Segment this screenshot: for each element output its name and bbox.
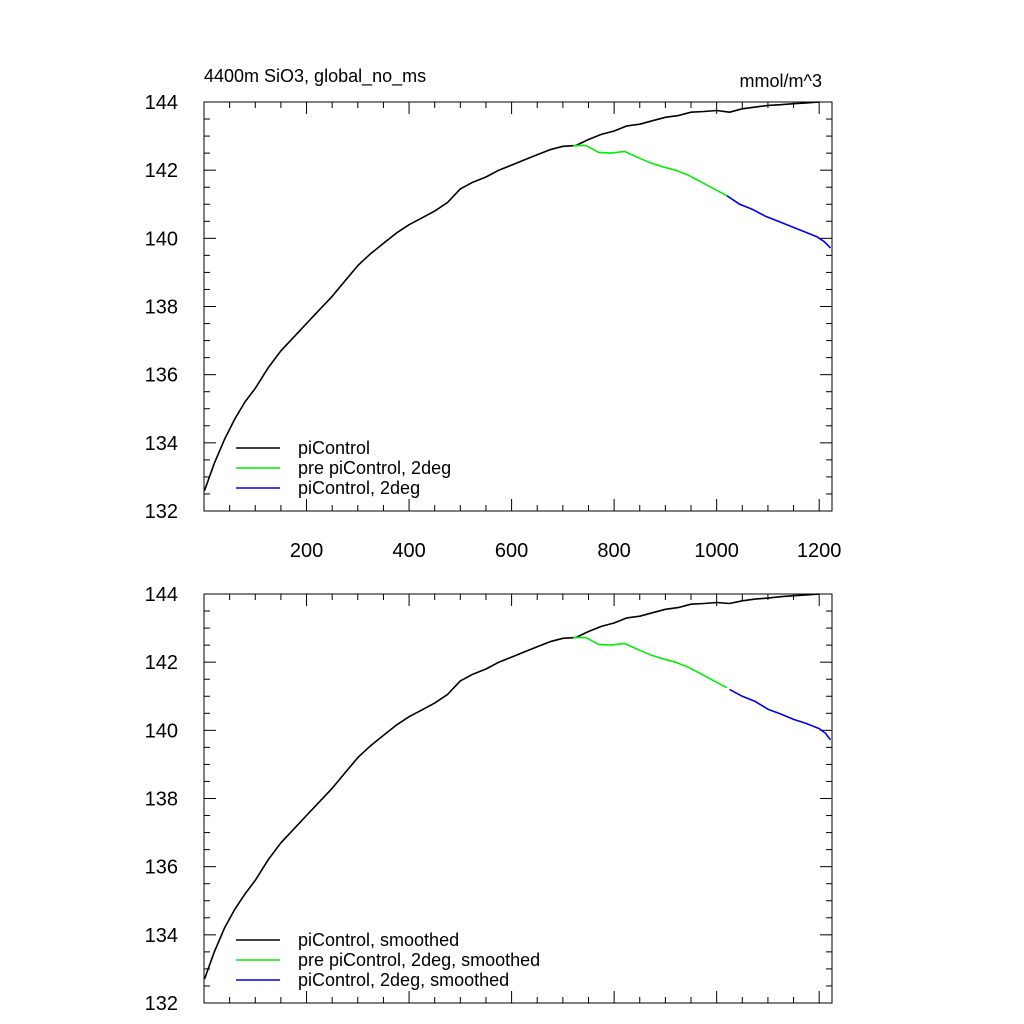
series-line-1 [573,144,728,197]
y-tick-label: 140 [145,720,178,742]
y-tick-label: 136 [145,365,178,387]
y-tick-label: 138 [145,789,178,811]
legend-label-0: piControl, smoothed [298,930,459,950]
y-tick-label: 142 [145,652,178,674]
bottom-panel: 132 134 136 138 140 142 144 piControl, smoothed… [145,584,833,1015]
series-line-1 [573,636,728,689]
legend-label-1: pre piControl, 2deg [298,458,451,478]
y-tick-label: 136 [145,857,178,879]
y-tick-label: 134 [145,433,178,455]
x-tick-label: 800 [597,540,630,562]
legend-label-2: piControl, 2deg, smoothed [298,970,509,990]
y-tick-label: 132 [145,501,178,523]
chart-title: 4400m SiO3, global_no_ms [204,66,426,87]
y-tick-label: 134 [145,925,178,947]
series-group [204,593,832,980]
y-tick-label: 132 [145,993,178,1015]
y-tick-label: 144 [145,92,178,114]
series-line-2 [729,688,832,741]
x-tick-label: 400 [392,540,425,562]
units-label: mmol/m^3 [740,71,822,91]
x-tick-label: 1000 [694,540,739,562]
y-tick-label: 140 [145,228,178,250]
y-tick-label: 138 [145,297,178,319]
top-panel: 200 400 600 800 1000 1200 132 134 136 138 140 142 14… [145,66,842,562]
legend-label-0: piControl [298,438,370,458]
series-line-2 [726,195,832,249]
legend-label-1: pre piControl, 2deg, smoothed [298,950,540,970]
legend-label-2: piControl, 2deg [298,478,420,498]
x-tick-label: 600 [495,540,528,562]
x-tick-label: 1200 [797,540,842,562]
series-line-0 [204,593,820,980]
x-tick-label: 200 [290,540,323,562]
y-tick-label: 144 [145,584,178,606]
series-group [204,101,832,491]
series-line-0 [204,101,820,491]
y-tick-label: 142 [145,160,178,182]
